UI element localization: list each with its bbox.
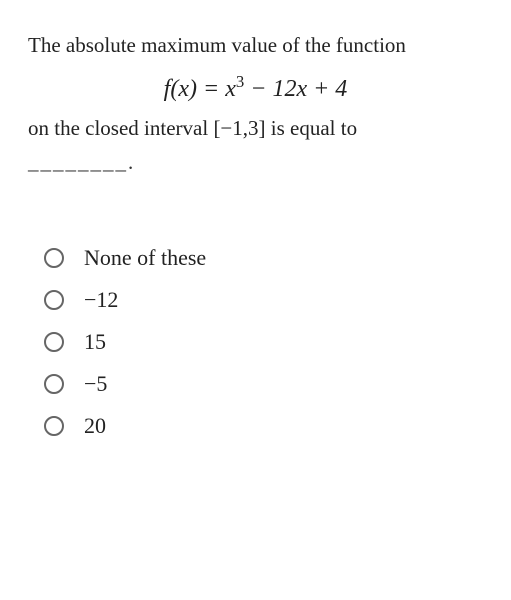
- option-20[interactable]: 20: [44, 413, 483, 439]
- option-15[interactable]: 15: [44, 329, 483, 355]
- radio-icon: [44, 332, 64, 352]
- radio-icon: [44, 416, 64, 436]
- options-list: None of these −12 15 −5 20: [28, 245, 483, 439]
- radio-icon: [44, 374, 64, 394]
- equation: f(x) = x3 − 12x + 4: [28, 72, 483, 103]
- question-container: The absolute maximum value of the functi…: [28, 30, 483, 175]
- option-neg-12[interactable]: −12: [44, 287, 483, 313]
- question-line-1: The absolute maximum value of the functi…: [28, 30, 483, 62]
- option-label: None of these: [84, 245, 206, 271]
- option-neg-5[interactable]: −5: [44, 371, 483, 397]
- option-none-of-these[interactable]: None of these: [44, 245, 483, 271]
- answer-blank: ________.: [28, 150, 483, 175]
- radio-icon: [44, 290, 64, 310]
- option-label: −12: [84, 287, 118, 313]
- radio-icon: [44, 248, 64, 268]
- question-line-2: on the closed interval [−1,3] is equal t…: [28, 113, 483, 145]
- option-label: −5: [84, 371, 107, 397]
- option-label: 20: [84, 413, 106, 439]
- option-label: 15: [84, 329, 106, 355]
